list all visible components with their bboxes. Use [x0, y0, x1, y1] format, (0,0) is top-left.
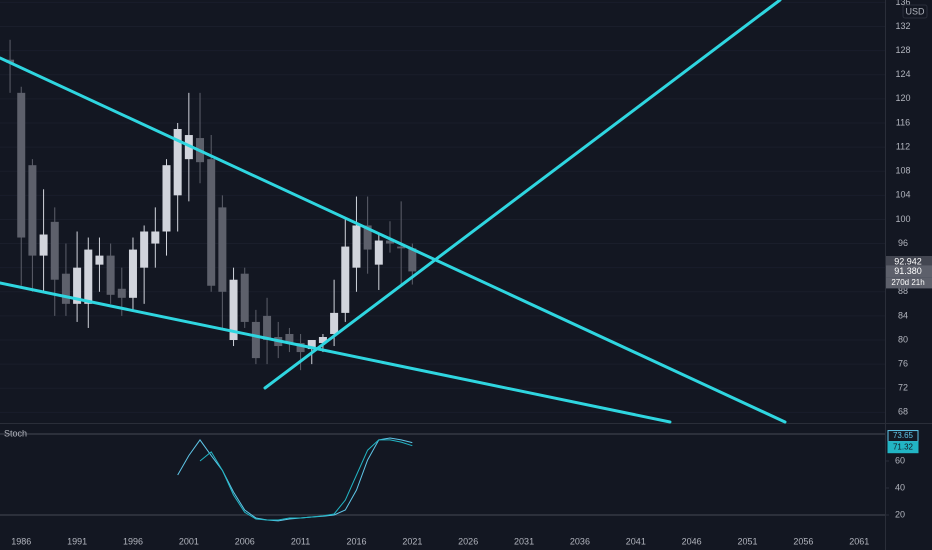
candle-body	[397, 246, 406, 249]
candle-body	[363, 225, 372, 250]
x-tick-label: 2036	[570, 536, 590, 546]
candle-body	[50, 221, 59, 280]
price-label: 91.380	[894, 266, 922, 276]
candle-body	[229, 279, 238, 341]
candle-body	[117, 288, 126, 298]
price-label-box	[886, 265, 932, 278]
x-tick-label: 2016	[346, 536, 366, 546]
candle-body	[218, 207, 227, 292]
price-label: 92.942	[894, 256, 922, 266]
value-label-box	[887, 441, 919, 454]
x-tick-label: 1991	[67, 536, 87, 546]
y-tick-label: 104	[895, 190, 910, 200]
x-tick-label: 1996	[123, 536, 143, 546]
x-tick-label: 2021	[402, 536, 422, 546]
y-tick-label: 132	[895, 21, 910, 31]
value-label: 71.32	[893, 442, 914, 451]
candle-body	[95, 255, 104, 265]
value-label: 73.65	[893, 431, 914, 440]
x-tick-label: 2026	[458, 536, 478, 546]
countdown: 270d 21h	[891, 278, 924, 287]
x-tick-label: 2051	[738, 536, 758, 546]
y-tick-label: 96	[898, 238, 908, 248]
y-tick-label: 128	[895, 45, 910, 55]
currency: USD	[905, 6, 925, 16]
y-tick-label: 40	[895, 482, 905, 492]
x-tick-label: 1986	[11, 536, 31, 546]
candle-body	[285, 333, 294, 344]
y-tick-label: 120	[895, 93, 910, 103]
y-tick-label: 124	[895, 69, 910, 79]
candle-body	[374, 240, 383, 265]
trend-line	[0, 56, 787, 424]
candle-body	[330, 312, 339, 334]
x-tick-label: 2011	[291, 536, 310, 546]
candle-body	[162, 165, 171, 232]
y-tick-label: 100	[895, 214, 910, 224]
candle-body	[84, 249, 93, 304]
y-tick-label: 68	[898, 407, 908, 417]
candle-body	[128, 249, 137, 298]
candle-body	[341, 246, 350, 313]
candle-body	[73, 267, 82, 304]
y-tick-label: 72	[898, 383, 908, 393]
trend-line	[263, 0, 782, 390]
candle-body	[39, 234, 48, 256]
y-tick-label: 60	[895, 455, 905, 465]
candle-body	[207, 159, 216, 286]
axes: 6872768084889296100104108112116120124128…	[11, 0, 932, 546]
x-tick-label: 2041	[626, 536, 646, 546]
candle-body	[296, 343, 305, 353]
candle-body	[307, 340, 316, 350]
y-tick-label: 80	[898, 334, 908, 344]
x-tick-label: 2031	[514, 536, 534, 546]
x-tick-label: 2046	[682, 536, 702, 546]
candle-body	[240, 273, 249, 322]
y-tick-label: 20	[895, 509, 905, 519]
y-tick-label: 88	[898, 286, 908, 296]
price-label-box	[886, 255, 932, 268]
x-tick-label: 2061	[849, 536, 869, 546]
y-tick-label: 112	[896, 141, 910, 151]
candle-body	[385, 240, 394, 244]
candle-body	[318, 336, 327, 344]
candle-body	[17, 92, 26, 238]
currency-badge	[902, 4, 928, 19]
indicator-title: Stoch	[4, 428, 27, 438]
y-tick-label: 84	[898, 310, 908, 320]
candle-body	[28, 165, 37, 256]
candle-body	[151, 231, 160, 244]
x-tick-label: 2006	[235, 536, 255, 546]
candle-body	[173, 129, 182, 196]
y-tick-label: 76	[898, 359, 908, 369]
marks	[6, 39, 417, 522]
trend-lines	[0, 0, 787, 424]
candle-body	[106, 255, 115, 295]
candle-body	[140, 231, 149, 268]
y-tick-label: 116	[896, 117, 910, 127]
candle-body	[263, 315, 272, 341]
trend-line	[0, 281, 672, 424]
x-tick-label: 2001	[179, 536, 199, 546]
x-tick-label: 2056	[793, 536, 813, 546]
candle-body	[61, 273, 70, 304]
candle-body	[408, 248, 417, 272]
y-tick-label: 108	[895, 166, 910, 176]
y-tick-label: 136	[895, 0, 910, 7]
stoch-line	[199, 439, 413, 521]
candle-body	[352, 225, 361, 268]
candle-body	[251, 321, 260, 359]
countdown-box	[886, 277, 932, 289]
